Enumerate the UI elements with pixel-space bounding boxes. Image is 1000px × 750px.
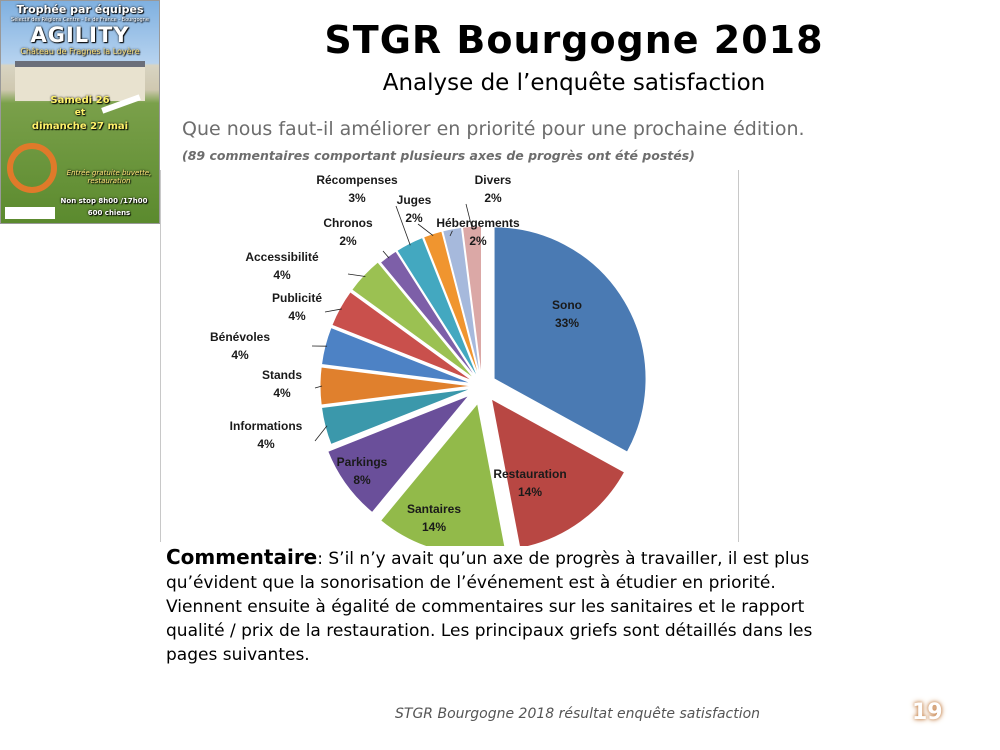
poster-discipline: AGILITY (30, 23, 130, 47)
pie-slice-bénévoles (320, 326, 473, 385)
slice-pct-publicité: 4% (288, 309, 306, 323)
leader-line-hébergements (449, 230, 453, 237)
slice-label-stands: Stands (262, 368, 302, 382)
slice-pct-accessibilité: 4% (273, 268, 291, 282)
pie-chart: Sono 33% Restauration 14% Santaires 14% Parkin… (160, 170, 739, 546)
slice-label-parkings: Parkings (337, 455, 388, 469)
page-subtitle: Analyse de l’enquête satisfaction (382, 70, 766, 96)
leader-line-stands (314, 385, 323, 389)
slice-label-informations: Informations (230, 419, 303, 433)
pie-slice-informations (320, 387, 473, 446)
slice-label-hébergements: Hébergements (436, 216, 520, 230)
slice-pct-récompenses: 3% (348, 191, 366, 205)
leader-line-accessibilité (347, 273, 366, 277)
poster-subtitle: Sélectif des Régions Centre - Ile de Fra… (11, 17, 149, 23)
slice-label-divers: Divers (475, 173, 512, 187)
comment-text: : S’il n’y avait qu’un axe de progrès à … (166, 549, 813, 665)
leader-line-informations (314, 425, 328, 442)
pie-slice-parkings (327, 394, 470, 514)
poster-dogs: 600 chiens (87, 209, 131, 217)
pie-slice-santaires (379, 402, 506, 546)
castle-image (15, 61, 145, 101)
slice-label-publicité: Publicité (272, 291, 322, 305)
poster-title: Trophée par équipes (16, 3, 144, 16)
slice-pct-juges: 2% (405, 211, 423, 225)
slice-label-récompenses: Récompenses (316, 173, 398, 187)
leader-line-chronos (382, 250, 390, 259)
pie-slice-publicité (331, 291, 474, 382)
slice-label-restauration: Restauration (493, 467, 566, 481)
slice-pct-chronos: 2% (339, 234, 357, 248)
slice-label-bénévoles: Bénévoles (210, 330, 270, 344)
poster-hours: Non stop 8h00 /17h00 (60, 197, 148, 205)
comment-block: Commentaire: S’il n’y avait qu’un axe de… (166, 545, 816, 667)
slice-label-juges: Juges (397, 193, 432, 207)
poster-date-1: Samedi 26 (50, 95, 110, 106)
slice-pct-santaires: 14% (422, 520, 446, 534)
footer-text: STGR Bourgogne 2018 résultat enquête sat… (395, 706, 761, 722)
sponsor-logos (5, 207, 55, 219)
slice-pct-informations: 4% (257, 437, 275, 451)
slice-label-accessibilité: Accessibilité (245, 250, 319, 264)
leader-line-divers (465, 203, 473, 229)
slice-pct-parkings: 8% (353, 473, 371, 487)
pie-slice-juges (422, 230, 481, 379)
slice-pct-divers: 2% (484, 191, 502, 205)
slice-label-santaires: Santaires (407, 502, 461, 516)
poster-venue: Château de Fragnes la Loyère (20, 47, 140, 56)
pie-slice-accessibilité (351, 261, 476, 380)
page-title: STGR Bourgogne 2018 (324, 18, 824, 62)
slice-pct-stands: 4% (273, 386, 291, 400)
slice-pct-hébergements: 2% (469, 234, 487, 248)
tunnel-image (7, 143, 57, 193)
poster-date-2: et (74, 108, 86, 118)
leader-line-juges (417, 223, 434, 237)
question-heading: Que nous faut-il améliorer en priorité p… (182, 118, 805, 140)
question-note: (89 commentaires comportant plusieurs ax… (182, 148, 695, 163)
event-poster: Trophée par équipes Sélectif des Régions… (0, 0, 160, 224)
poster-date-3: dimanche 27 mai (31, 121, 129, 132)
slice-label-sono: Sono (552, 298, 582, 312)
pie-slice-restauration (490, 397, 626, 546)
pie-slice-hébergements (442, 226, 481, 379)
pie-slice-stands (319, 366, 473, 406)
comment-heading: Commentaire (166, 545, 318, 569)
page-number: 19 (912, 700, 943, 725)
slice-pct-sono: 33% (555, 316, 579, 330)
pie-slice-sono (493, 226, 647, 453)
slice-label-chronos: Chronos (323, 216, 373, 230)
poster-entry: Entrée gratuite buvette, restauration (66, 169, 152, 185)
slice-pct-bénévoles: 4% (231, 348, 249, 362)
leader-line-publicité (324, 308, 342, 313)
leader-line-récompenses (395, 205, 411, 246)
slice-pct-restauration: 14% (518, 485, 542, 499)
